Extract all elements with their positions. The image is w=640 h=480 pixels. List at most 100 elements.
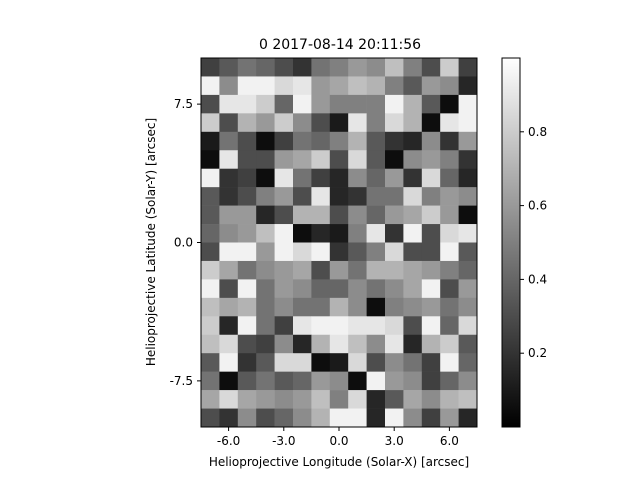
heatmap-cell	[256, 334, 275, 354]
heatmap-cell	[366, 297, 386, 317]
heatmap-cell	[348, 390, 367, 409]
heatmap-cell	[201, 58, 220, 77]
heatmap-cell	[403, 279, 423, 299]
heatmap-cell	[219, 260, 239, 280]
heatmap-cell	[274, 131, 294, 151]
heatmap-cell	[348, 408, 367, 428]
heatmap-cell	[201, 390, 220, 409]
heatmap-cell	[219, 353, 239, 372]
heatmap-cell	[385, 353, 404, 372]
heatmap-cell	[366, 113, 386, 133]
heatmap-cell	[201, 113, 220, 133]
heatmap-cell	[366, 408, 386, 428]
heatmap-cell	[458, 260, 478, 280]
x-tick-label: 0.0	[329, 434, 348, 448]
heatmap-cell	[421, 408, 441, 428]
heatmap-cell	[293, 297, 312, 317]
heatmap-cell	[311, 371, 331, 391]
heatmap-cell	[366, 279, 386, 299]
heatmap-cell	[458, 224, 478, 243]
heatmap-cell	[385, 334, 404, 354]
heatmap-cell	[458, 150, 478, 169]
heatmap-cell	[366, 58, 386, 77]
heatmap-cell	[274, 297, 294, 317]
heatmap-cell	[440, 168, 459, 188]
heatmap-cell	[421, 316, 441, 336]
colorbar-tick-label: 0.6	[528, 199, 547, 213]
heatmap-cell	[311, 76, 331, 96]
heatmap-cell	[385, 408, 404, 428]
heatmap-cell	[237, 187, 257, 206]
heatmap-cell	[274, 353, 294, 372]
heatmap-cell	[385, 260, 404, 280]
heatmap-cell	[311, 408, 331, 428]
heatmap-cell	[293, 205, 312, 225]
heatmap-cell	[311, 58, 331, 77]
y-tick-label: -7.5	[170, 374, 193, 388]
heatmap-cell	[201, 260, 220, 280]
heatmap-cell	[201, 279, 220, 299]
heatmap-cell	[293, 224, 312, 243]
heatmap-cell	[237, 224, 257, 243]
heatmap-cell	[348, 58, 367, 77]
heatmap-cell	[329, 150, 349, 169]
heatmap-cell	[329, 334, 349, 354]
heatmap-cell	[219, 371, 239, 391]
chart-title: 0 2017-08-14 20:11:56	[259, 37, 421, 53]
heatmap-cell	[274, 242, 294, 262]
heatmap-cell	[440, 334, 459, 354]
heatmap-cell	[293, 242, 312, 262]
heatmap-cell	[256, 279, 275, 299]
heatmap-cell	[293, 58, 312, 77]
heatmap-cell	[366, 131, 386, 151]
heatmap-cell	[366, 94, 386, 114]
heatmap-cell	[201, 187, 220, 206]
heatmap-cell	[256, 205, 275, 225]
heatmap-cell	[403, 76, 423, 96]
heatmap-cell	[403, 297, 423, 317]
heatmap-cell	[440, 353, 459, 372]
heatmap-cell	[366, 187, 386, 206]
heatmap-cell	[421, 205, 441, 225]
heatmap-cell	[348, 187, 367, 206]
heatmap-cell	[366, 168, 386, 188]
heatmap-cell	[293, 94, 312, 114]
heatmap-cell	[256, 408, 275, 428]
heatmap-cell	[293, 334, 312, 354]
heatmap-cell	[458, 353, 478, 372]
heatmap-cell	[256, 371, 275, 391]
heatmap-cell	[311, 297, 331, 317]
heatmap-cell	[458, 76, 478, 96]
heatmap-cell	[366, 224, 386, 243]
heatmap-cell	[293, 371, 312, 391]
heatmap-cell	[385, 279, 404, 299]
heatmap-cell	[385, 205, 404, 225]
heatmap-cell	[201, 334, 220, 354]
heatmap-cell	[256, 150, 275, 169]
heatmap-cell	[256, 224, 275, 243]
heatmap-cell	[421, 279, 441, 299]
heatmap-cell	[458, 205, 478, 225]
heatmap-cell	[458, 334, 478, 354]
heatmap-cell	[256, 131, 275, 151]
heatmap-cell	[458, 390, 478, 409]
y-axis-ticks: 7.5 0.0 -7.5	[170, 97, 201, 388]
heatmap-cell	[219, 390, 239, 409]
heatmap-cell	[403, 353, 423, 372]
heatmap-cell	[311, 279, 331, 299]
heatmap-cell	[421, 131, 441, 151]
heatmap-cell	[348, 76, 367, 96]
heatmap-cell	[440, 113, 459, 133]
heatmap-cell	[440, 76, 459, 96]
heatmap-cell	[201, 168, 220, 188]
heatmap-cell	[458, 371, 478, 391]
heatmap-cell	[440, 94, 459, 114]
heatmap-cell	[403, 371, 423, 391]
heatmap-cell	[311, 334, 331, 354]
heatmap-cell	[201, 76, 220, 96]
heatmap-cell	[385, 187, 404, 206]
heatmap-cell	[348, 297, 367, 317]
x-tick-label: -6.0	[217, 434, 240, 448]
heatmap-cell	[293, 353, 312, 372]
heatmap-cell	[348, 131, 367, 151]
